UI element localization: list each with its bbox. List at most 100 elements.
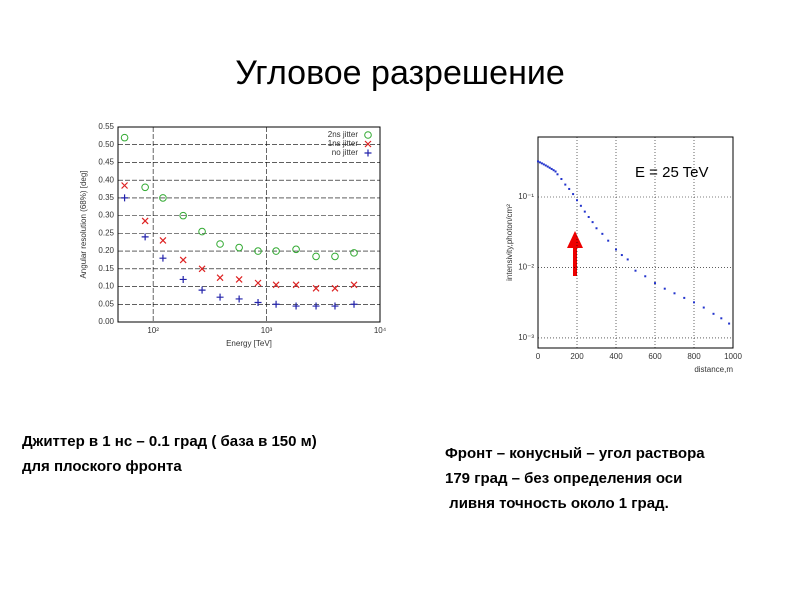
legend-marker [364,140,372,148]
marker [546,165,549,168]
marker [331,302,339,310]
marker [292,281,300,289]
marker [683,296,686,299]
legend-label: 2ns jitter [328,130,359,139]
marker [198,265,206,273]
marker [595,227,598,230]
marker [591,221,594,224]
marker [292,245,300,254]
x-tick-label: 800 [687,352,701,361]
marker [179,256,187,264]
legend-marker [364,149,372,157]
slide-title: Угловое разрешение [235,54,565,92]
x-tick-label: 400 [609,352,623,361]
marker [216,293,224,301]
marker [579,204,582,207]
x-tick-label: 10² [147,326,159,335]
marker [312,284,320,292]
marker [554,170,557,173]
marker [198,286,206,294]
marker [576,199,578,202]
y-tick-label: 0.40 [98,175,114,184]
marker [121,182,129,189]
y-tick-label: 0.45 [98,158,114,167]
marker [702,306,705,309]
caption-line: для плоского фронта [22,458,182,475]
marker [179,275,187,283]
y-tick-label: 0.20 [98,246,114,255]
marker [331,284,339,292]
marker [644,275,647,278]
marker [728,322,731,325]
marker [601,232,604,235]
marker [712,312,715,315]
y-tick-label: 0.55 [98,122,114,131]
caption-line: Фронт – конусный – угол раствора [445,445,705,462]
marker [607,239,610,242]
marker [572,193,575,196]
x-tick-label: 10³ [261,326,273,335]
y-axis-label: Angular resolution (68%) [deg] [79,170,88,278]
marker [141,183,149,192]
marker [663,287,666,290]
marker [312,302,320,310]
marker [544,164,547,167]
marker [216,240,224,248]
marker [720,317,723,320]
y-tick-label: 0.15 [98,264,114,273]
legend-marker [364,131,372,139]
marker [331,252,339,261]
y-tick-label: 0.50 [98,140,114,149]
marker [235,295,243,303]
marker [254,279,262,287]
y-tick-label: 0.00 [98,317,114,326]
marker [583,210,586,213]
y-tick-label: 10⁻² [518,263,534,272]
legend-label: 1ns jitter [328,139,359,148]
legend-label: no jitter [332,148,359,157]
marker [198,227,206,236]
marker [235,276,243,283]
marker [538,161,541,164]
x-tick-label: 600 [648,352,662,361]
marker [548,166,551,169]
marker [552,169,555,172]
x-tick-label: 200 [570,352,584,361]
marker [159,237,167,244]
x-tick-label: 0 [536,352,541,361]
y-tick-label: 0.10 [98,282,114,291]
arrow-head [567,231,583,248]
marker [292,302,300,310]
marker [634,269,637,272]
y-tick-label: 10⁻¹ [518,192,534,201]
marker [620,254,623,257]
caption-line: 179 град – без определения оси [445,470,682,487]
x-tick-label: 1000 [724,352,742,361]
marker [626,258,629,261]
y-tick-label: 0.05 [98,299,114,308]
caption-line: Джиттер в 1 нс – 0.1 град ( база в 150 м… [22,433,317,450]
marker [254,299,262,306]
marker [120,133,129,142]
marker [587,216,590,219]
marker [141,233,149,241]
marker [272,300,280,308]
marker [540,162,543,165]
marker [235,243,243,252]
marker [121,194,129,202]
marker [350,249,358,257]
x-axis-label: distance,m [694,365,733,374]
marker [537,160,539,163]
caption-line: ливня точность около 1 град. [445,495,669,512]
x-tick-label: 10⁴ [374,326,387,335]
x-axis-label: Energy [TeV] [226,339,272,348]
marker [179,211,187,220]
marker [564,183,567,186]
marker [560,178,563,181]
marker [542,163,545,166]
marker [556,173,559,176]
marker [141,217,149,225]
marker [654,282,656,285]
